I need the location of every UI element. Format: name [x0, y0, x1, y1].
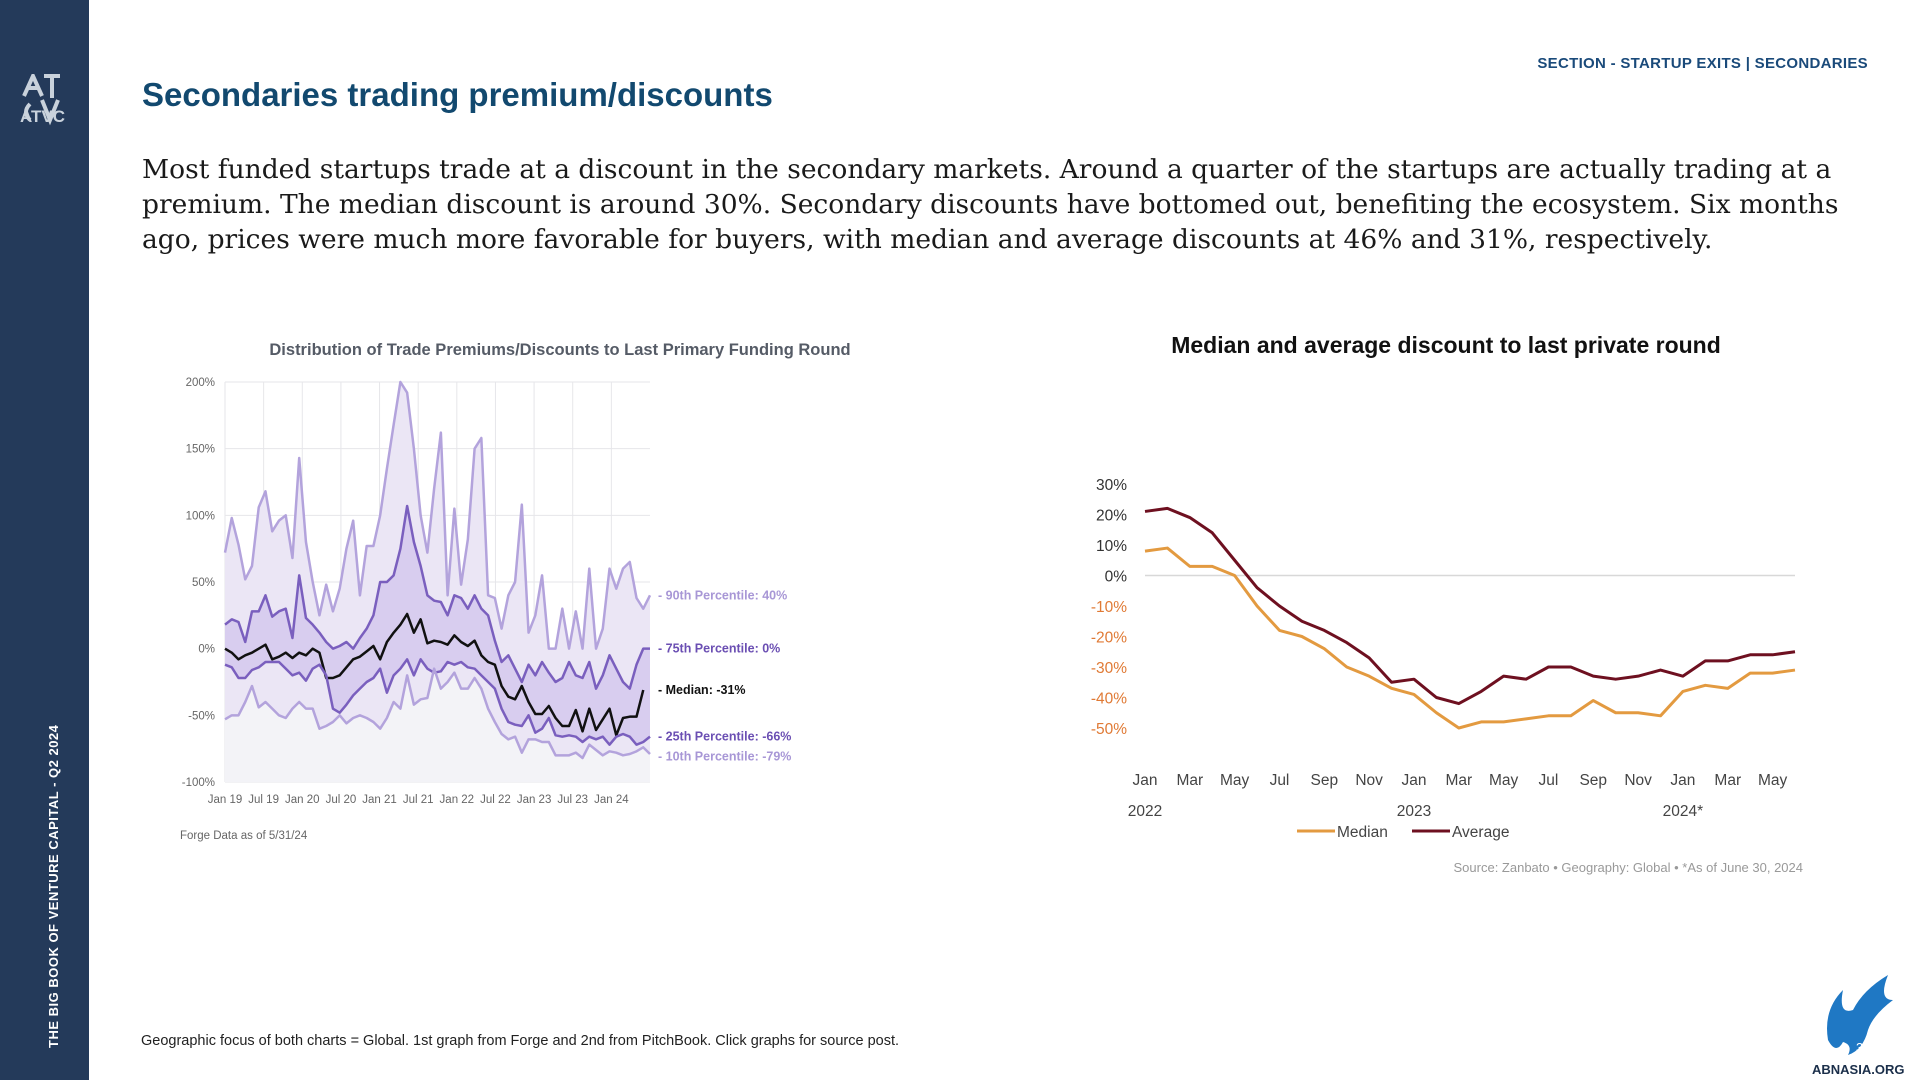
- chart1-xtick: Jan 21: [362, 794, 397, 806]
- chart1-ytick: 0%: [198, 644, 215, 656]
- intro-paragraph: Most funded startups trade at a discount…: [142, 154, 1839, 255]
- chart2-ytick: -20%: [1091, 630, 1127, 647]
- chart2-ytick: -30%: [1091, 660, 1127, 677]
- chart1-xtick: Jul 23: [557, 794, 588, 806]
- chart2-ytick: -10%: [1091, 599, 1127, 616]
- chart2-xtick: Mar: [1176, 772, 1203, 789]
- abnasia-logo: 33 ABNASIA.ORG: [1812, 975, 1904, 1077]
- series-line-p25: [224, 658, 651, 746]
- median-average-chart[interactable]: Median and average discount to last priv…: [1060, 320, 1820, 890]
- chart2-xtick: Nov: [1624, 772, 1652, 789]
- chart2-title: Median and average discount to last priv…: [1171, 332, 1721, 358]
- chart1-ytick: 150%: [186, 444, 215, 456]
- chart1-xtick: Jan 22: [440, 794, 475, 806]
- chart2-xtick: Mar: [1714, 772, 1741, 789]
- chart2-ytick: 20%: [1096, 508, 1127, 525]
- footnote: Geographic focus of both charts = Global…: [141, 1033, 900, 1049]
- chart2-xtick: May: [1758, 772, 1788, 789]
- chart2-xtick: Jan: [1670, 772, 1695, 789]
- chart2-ytick: 30%: [1096, 477, 1127, 494]
- page-title: Secondaries trading premium/discounts: [142, 76, 773, 113]
- chart1-xtick: Jul 22: [480, 794, 511, 806]
- chart1-ytick: 200%: [186, 377, 215, 389]
- chart1-xtick: Jul 19: [248, 794, 279, 806]
- chart1-ytick: -100%: [182, 777, 215, 789]
- chart2-legend-label: Average: [1452, 824, 1509, 841]
- chart1-note: Forge Data as of 5/31/24: [180, 830, 308, 842]
- chart1-xtick: Jan 23: [517, 794, 552, 806]
- distribution-chart[interactable]: Distribution of Trade Premiums/Discounts…: [150, 330, 970, 930]
- chart2-ytick: -50%: [1091, 721, 1127, 738]
- sidebar: ATVC THE BIG BOOK OF VENTURE CAPITAL - Q…: [0, 0, 89, 1080]
- section-label: SECTION - STARTUP EXITS | SECONDARIES: [1537, 55, 1868, 72]
- series-line-p75: [224, 504, 650, 690]
- atvc-logo: ATVC: [20, 74, 65, 126]
- series-line-median: [224, 612, 645, 737]
- chart2-xtick: Jul: [1270, 772, 1290, 789]
- page-number: 33: [1856, 1040, 1870, 1055]
- chart1-band-25-75: [225, 506, 650, 745]
- chart1-series-label: - 25th Percentile: -66%: [658, 730, 791, 744]
- chart2-xtick: Jan: [1133, 772, 1158, 789]
- chart2-xtick: Mar: [1445, 772, 1472, 789]
- chart1-band-floor: [225, 668, 650, 782]
- chart1-series-label: - 10th Percentile: -79%: [658, 750, 791, 764]
- chart1-xtick: Jul 20: [326, 794, 357, 806]
- chart2-year-label: 2022: [1128, 803, 1162, 820]
- series-line-p90: [223, 380, 652, 650]
- chart2-xtick: Jan: [1401, 772, 1426, 789]
- chart1-xtick: Jan 24: [594, 794, 629, 806]
- chart2-ytick: 0%: [1105, 569, 1128, 586]
- chart1-ytick: 100%: [186, 510, 215, 522]
- series-line-p10: [224, 667, 651, 760]
- chart2-legend-label: Median: [1337, 824, 1388, 841]
- chart1-xtick: Jul 21: [403, 794, 434, 806]
- series-line-average: [1144, 506, 1796, 706]
- chart2-ytick: -40%: [1091, 691, 1127, 708]
- chart1-ytick: 50%: [192, 577, 215, 589]
- chart2-xtick: Jul: [1539, 772, 1559, 789]
- chart1-xtick: Jan 19: [208, 794, 243, 806]
- chart1-series-label: - Median: -31%: [658, 683, 746, 697]
- chart2-xtick: Sep: [1311, 772, 1339, 789]
- chart2-year-label: 2023: [1397, 803, 1431, 820]
- chart1-series-label: - 75th Percentile: 0%: [658, 642, 780, 656]
- chart1-ytick: -50%: [188, 710, 215, 722]
- chart2-xtick: May: [1489, 772, 1519, 789]
- watermark-text: ABNASIA.ORG: [1812, 1062, 1904, 1077]
- chart1-xtick: Jan 20: [285, 794, 320, 806]
- chart2-source: Source: Zanbato • Geography: Global • *A…: [1454, 860, 1804, 875]
- chart2-xtick: Nov: [1355, 772, 1383, 789]
- series-line-median: [1144, 546, 1796, 730]
- chart2-year-label: 2024*: [1663, 803, 1704, 820]
- chart1-title: Distribution of Trade Premiums/Discounts…: [269, 341, 850, 359]
- chart2-xtick: Sep: [1579, 772, 1607, 789]
- chart1-series-label: - 90th Percentile: 40%: [658, 588, 787, 602]
- eagle-icon: [1827, 975, 1893, 1055]
- chart2-xtick: May: [1220, 772, 1250, 789]
- sidebar-vertical-title: THE BIG BOOK OF VENTURE CAPITAL - Q2 202…: [46, 724, 61, 1048]
- chart2-ytick: 10%: [1096, 538, 1127, 555]
